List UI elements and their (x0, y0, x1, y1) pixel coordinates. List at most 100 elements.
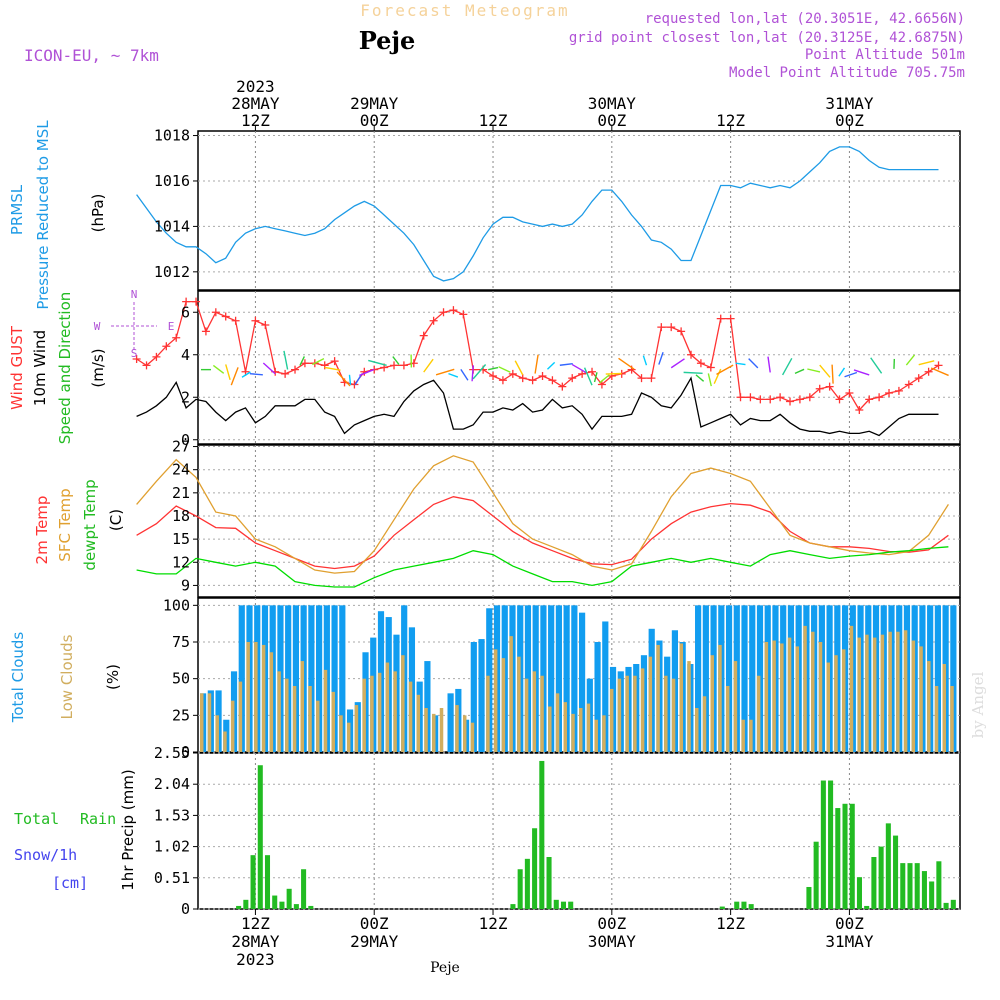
ytick-label-temperature: 12 (172, 553, 190, 571)
gust-point (597, 380, 606, 389)
panel-frame-wind (197, 290, 961, 445)
gust-point (489, 372, 498, 380)
clouds-bar (308, 605, 315, 752)
clouds-bar (540, 675, 544, 752)
wind-arrow (348, 374, 352, 385)
clouds-bar (292, 686, 297, 752)
gust-point (637, 374, 646, 383)
series-line-sfc-temp (136, 455, 949, 574)
clouds-bar (215, 715, 219, 752)
ytick-label-clouds: 25 (172, 706, 190, 724)
ytick-label-clouds: 75 (172, 633, 190, 651)
clouds-bar (478, 639, 485, 752)
clouds-bar (718, 644, 722, 752)
wind-arrow (241, 371, 251, 378)
precip-bar (914, 863, 920, 909)
wind-arrow (460, 368, 469, 381)
info-line-2: grid point closest lon,lat (20.3125E, 42… (569, 30, 965, 46)
ytick-label-precip: 2.04 (154, 775, 190, 793)
wind-arrow (546, 361, 556, 370)
clouds-bar (687, 661, 691, 752)
bottom-time-label: 00Z (597, 914, 626, 933)
clouds-bar (447, 693, 454, 752)
clouds-bar (393, 671, 397, 752)
precip-bar (719, 906, 725, 909)
clouds-bar (223, 731, 227, 752)
gust-point (578, 369, 587, 378)
pressure-label-msl: Pressure Reduced to MSL (34, 120, 52, 310)
compass-north: N (131, 288, 138, 301)
gust-point (528, 376, 537, 385)
gust-point (924, 367, 933, 376)
wind-arrow (559, 362, 573, 366)
clouds-bar (308, 686, 312, 752)
clouds-bar (625, 675, 629, 752)
wind-arrow (472, 364, 487, 380)
clouds-bar (424, 708, 428, 752)
cloud-label-low: Low Clouds (58, 634, 76, 719)
wind-arrow (262, 362, 276, 375)
clouds-bar (710, 655, 714, 752)
wind-arrow (571, 363, 587, 374)
top-time-label: 00Z (360, 111, 389, 130)
clouds-bar (517, 656, 521, 752)
pressure-label-unit: (hPa) (89, 194, 107, 233)
top-time-label: 00Z (597, 111, 626, 130)
wind-arrow (212, 364, 225, 374)
clouds-bar (633, 675, 637, 752)
temp-label-unit: (C) (107, 509, 125, 531)
wind-arrow (905, 354, 916, 366)
clouds-bar (432, 713, 436, 752)
clouds-bar (942, 664, 947, 752)
wind-arrow (488, 366, 499, 371)
gust-point (538, 372, 547, 380)
gust-point (696, 359, 705, 368)
precip-bar (257, 765, 263, 909)
clouds-bar (300, 661, 305, 752)
wind-arrow (695, 374, 705, 382)
ytick-label-temperature: 21 (172, 484, 190, 502)
precip-bar (849, 803, 855, 909)
info-line-1: requested lon,lat (20.3051E, 42.6656N) (645, 11, 965, 27)
gust-point (904, 380, 913, 389)
precip-bar (279, 901, 285, 909)
precip-bar (264, 855, 271, 909)
clouds-bar (741, 719, 745, 752)
clouds-bar (749, 719, 753, 752)
top-time-label: 2023 (236, 77, 275, 96)
clouds-bar (927, 661, 931, 752)
wind-arrow (767, 356, 771, 373)
wind-arrow (225, 364, 231, 381)
gust-point (330, 357, 339, 366)
compass-rose: N W E S (94, 288, 175, 360)
series-line-dewpt-temp (136, 546, 949, 588)
gust-point (142, 361, 151, 370)
ytick-label-pressure: 1012 (154, 263, 190, 281)
wind-arrow (312, 357, 325, 366)
gust-point (706, 363, 715, 372)
precip-bar (517, 869, 523, 909)
wind-arrow (471, 365, 474, 382)
precip-bar (308, 905, 314, 909)
clouds-bar (563, 605, 570, 752)
clouds-bar (671, 678, 676, 752)
clouds-bar (702, 605, 709, 752)
gust-point (657, 323, 666, 332)
watermark: by Angel (969, 671, 987, 738)
clouds-bar (339, 605, 346, 752)
ytick-label-clouds: 100 (163, 596, 190, 614)
wind-arrow (423, 358, 434, 373)
precip-bar (236, 905, 242, 909)
gust-point (746, 393, 755, 402)
clouds-bar (292, 605, 300, 752)
clouds-bar (548, 605, 555, 752)
gust-point (667, 323, 676, 332)
clouds-bar (501, 658, 506, 752)
precip-bar (820, 780, 826, 909)
clouds-bar (617, 678, 622, 752)
axis-layer: 1012101410161018024691215182124270255075… (154, 77, 874, 969)
wind-arrow (283, 350, 289, 370)
wind-arrow (713, 368, 722, 384)
clouds-bar (269, 652, 274, 752)
gust-point (825, 382, 834, 391)
